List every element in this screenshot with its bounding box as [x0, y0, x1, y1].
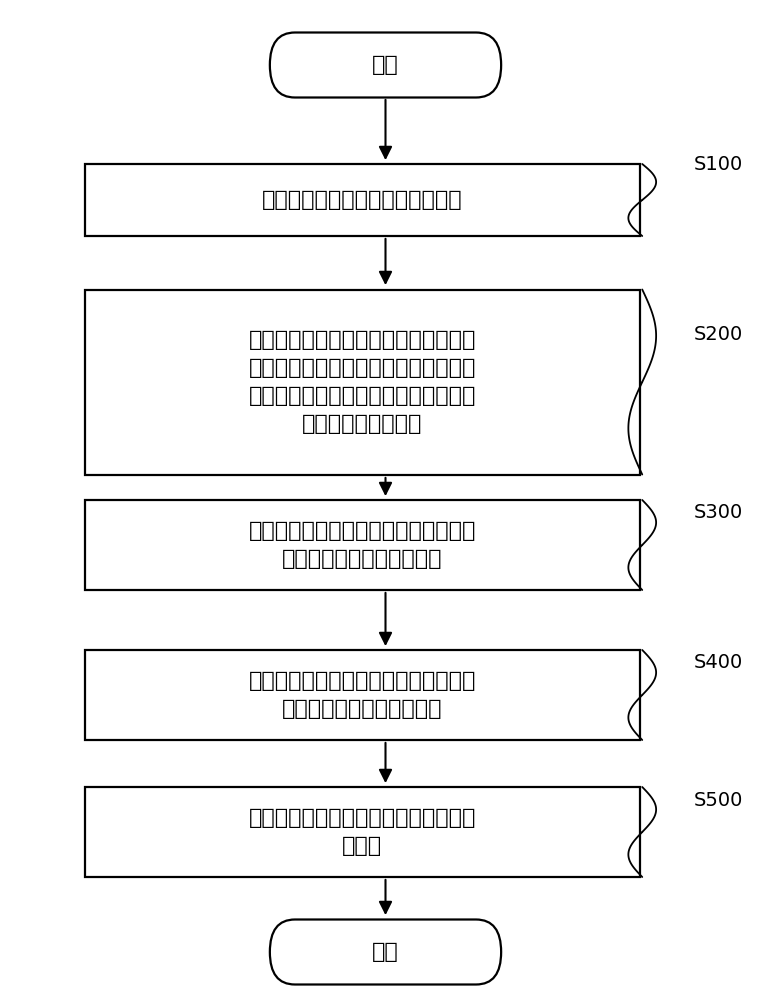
Text: 获取铲刀在运动过程中受到的第一竖向
负载以及铲刀的下降位移量: 获取铲刀在运动过程中受到的第一竖向 负载以及铲刀的下降位移量: [249, 521, 476, 569]
FancyBboxPatch shape: [85, 787, 640, 877]
Text: 开始: 开始: [372, 55, 399, 75]
Text: 根据目标基准姿态控制铲刀进行自动找
平操作: 根据目标基准姿态控制铲刀进行自动找 平操作: [249, 808, 476, 856]
FancyBboxPatch shape: [85, 164, 640, 236]
FancyBboxPatch shape: [270, 920, 501, 984]
Text: S300: S300: [694, 502, 743, 522]
Text: 结束: 结束: [372, 942, 399, 962]
Text: S500: S500: [694, 790, 743, 810]
FancyBboxPatch shape: [270, 32, 501, 97]
FancyBboxPatch shape: [85, 500, 640, 590]
Text: 根据第一竖向负载以及铲刀的下降位移
量确定铲刀的目标基准姿态: 根据第一竖向负载以及铲刀的下降位移 量确定铲刀的目标基准姿态: [249, 671, 476, 719]
Text: 接收自动找平指令和初始参数信息: 接收自动找平指令和初始参数信息: [262, 190, 463, 210]
Text: S100: S100: [694, 154, 743, 174]
Text: S400: S400: [694, 652, 743, 672]
FancyBboxPatch shape: [85, 650, 640, 740]
FancyBboxPatch shape: [85, 290, 640, 475]
Text: 根据自动找平指令控制工程机械的铲刀
进入自动找平作业状态，并以初始参数
信息所对应的第一找平姿态作为初始基
准姿态控制铲刀运动: 根据自动找平指令控制工程机械的铲刀 进入自动找平作业状态，并以初始参数 信息所对…: [249, 330, 476, 434]
Text: S200: S200: [694, 326, 743, 344]
